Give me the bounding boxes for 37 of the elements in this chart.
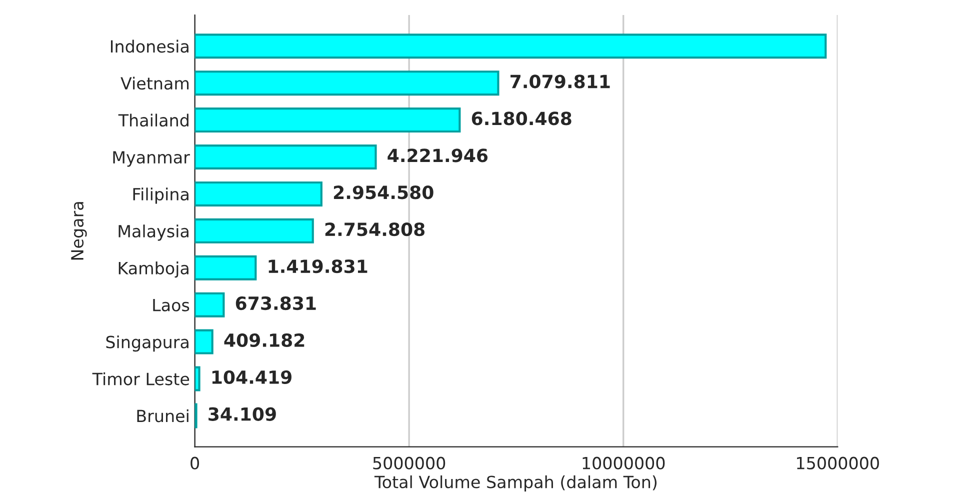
data-label: 104.419 (212, 370, 292, 384)
bar (194, 181, 322, 206)
bar (194, 366, 200, 392)
y-tick-label: Vietnam (120, 76, 189, 90)
y-tick-label: Kamboja (118, 262, 188, 278)
y-tick-label: Thailand (118, 114, 188, 127)
data-label: 2.954.580 (334, 186, 434, 200)
bar (194, 144, 377, 170)
y-tick-label: Singapura (106, 335, 188, 352)
x-tick-label: 5000000 (373, 456, 446, 470)
y-tick-label: Indonesia (110, 40, 188, 53)
bar (194, 70, 500, 96)
y-tick-label: Brunei (137, 409, 188, 422)
y-tick-label: Timor Leste (92, 372, 190, 386)
x-tick-label: 10000000 (582, 456, 665, 470)
bar (194, 292, 225, 318)
data-label: 34.109 (208, 407, 276, 421)
bar (194, 218, 314, 244)
data-label: 673.831 (236, 296, 316, 310)
y-tick-label: Laos (153, 299, 190, 312)
x-tick-label: 0 (190, 456, 199, 470)
data-label: 2.754.808 (325, 222, 425, 236)
y-axis-title: Negara (71, 202, 87, 260)
y-tick-label: Filipina (133, 188, 188, 204)
bar (194, 329, 214, 354)
bar (194, 34, 827, 59)
y-tick-label: Myanmar (113, 151, 190, 167)
bar (194, 255, 257, 280)
x-axis-title: Total Volume Sampah (dalam Ton) (374, 475, 657, 492)
data-label: 409.182 (224, 333, 304, 348)
y-tick-label: Malaysia (118, 224, 188, 241)
bar (194, 108, 461, 133)
data-label: 1.419.831 (268, 259, 368, 274)
data-label: 7.079.811 (510, 74, 610, 88)
x-tick-label: 15000000 (797, 456, 879, 470)
data-label: 6.180.468 (472, 112, 572, 126)
data-label: 4.221.946 (388, 148, 488, 162)
